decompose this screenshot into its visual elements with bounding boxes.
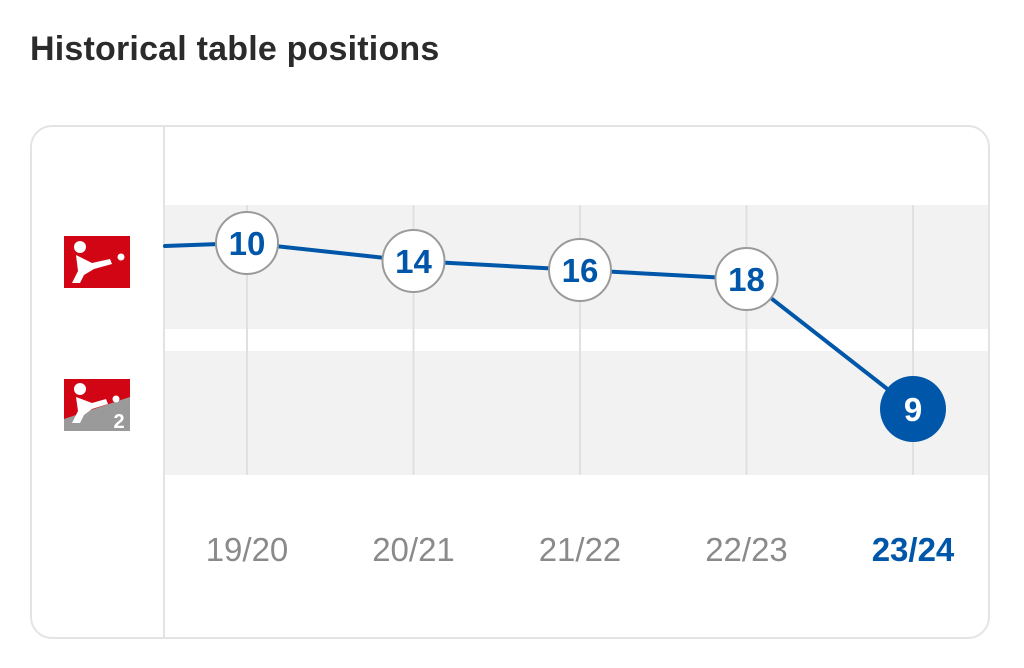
page-title: Historical table positions — [30, 30, 440, 68]
position-marker-circle — [714, 247, 779, 311]
position-label: 14 — [395, 243, 432, 280]
position-marker-circle — [880, 376, 946, 442]
season-tick-label: 23/24 — [872, 531, 955, 568]
position-label: 9 — [904, 391, 922, 428]
2-bundesliga-badge: 2 — [113, 411, 124, 433]
position-marker-circle — [381, 229, 446, 293]
season-tick-label: 19/20 — [206, 531, 289, 568]
position-marker: 14 — [381, 229, 446, 293]
season-tick-label: 21/22 — [539, 531, 622, 568]
position-marker-circle — [215, 211, 279, 275]
season-tick-label: 22/23 — [705, 531, 788, 568]
2-bundesliga-band — [165, 351, 988, 475]
position-marker: 16 — [548, 238, 612, 302]
position-label: 16 — [562, 252, 599, 289]
position-label: 10 — [229, 225, 266, 262]
position-label: 18 — [728, 261, 765, 298]
chart-card: 2 10 14 16 18 9 19/20 20/21 21/22 22/23 23/24 — [30, 125, 990, 639]
position-marker-circle — [548, 238, 612, 302]
position-marker: 10 — [215, 211, 279, 275]
bundesliga-logo-icon — [64, 236, 130, 288]
position-chart: 2 10 14 16 18 9 19/20 20/21 21/22 22/23 23/24 — [64, 127, 988, 637]
position-marker: 9 — [880, 376, 946, 442]
position-marker: 18 — [714, 247, 779, 311]
2-bundesliga-logo-icon: 2 — [64, 379, 130, 433]
season-tick-label: 20/21 — [372, 531, 455, 568]
